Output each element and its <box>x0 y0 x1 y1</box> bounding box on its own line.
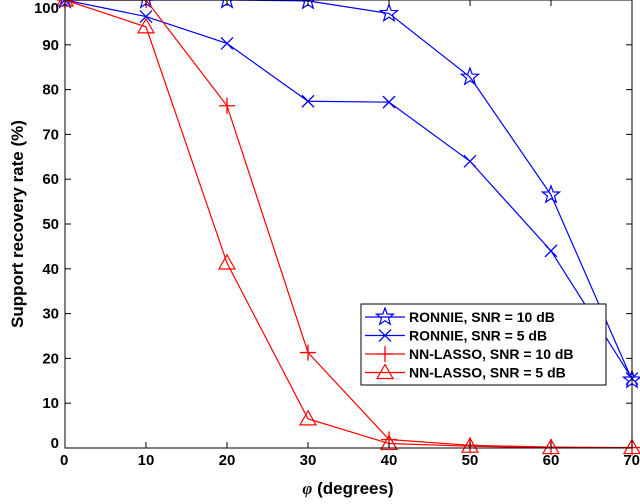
y-tick-label: 100 <box>34 0 59 17</box>
legend-marker-plus <box>377 346 393 362</box>
y-tick-label: 10 <box>42 395 59 412</box>
y-tick-label: 50 <box>42 216 59 233</box>
y-tick-label: 80 <box>42 82 59 99</box>
legend-marker-x <box>378 329 392 342</box>
x-axis-symbol: φ <box>302 479 312 498</box>
series-line <box>64 0 633 379</box>
legend: RONNIE, SNR = 10 dB RONNIE, SNR = 5 dB NN-… <box>360 303 607 386</box>
x-tick-label: 30 <box>300 452 317 469</box>
series-line <box>64 0 632 449</box>
x-tick-label: 10 <box>138 452 155 469</box>
data-point-x <box>463 154 477 168</box>
legend-entry: NN-LASSO, SNR = 10 dB <box>365 346 574 362</box>
x-tick-label: 50 <box>462 452 479 469</box>
data-point-x <box>139 10 153 24</box>
x-axis-title-text: (degrees) <box>312 479 393 498</box>
axis-ticks: 0 10 20 30 40 50 60 70 0 10 20 30 40 50 60 70 80 90 100 <box>34 0 640 469</box>
data-point-triangle <box>298 409 318 426</box>
y-tick-label: 20 <box>42 350 59 367</box>
x-tick-label: 20 <box>219 452 236 469</box>
legend-entry: RONNIE, SNR = 10 dB <box>365 306 555 326</box>
data-point-triangle <box>379 434 399 451</box>
legend-label: RONNIE, SNR = 10 dB <box>409 309 555 325</box>
data-point-triangle <box>541 438 561 455</box>
data-point-x <box>220 36 234 50</box>
legend-marker-star <box>374 306 396 326</box>
data-point-triangle <box>136 17 156 34</box>
y-axis-title: Support recovery rate (%) <box>8 120 27 328</box>
data-point-plus <box>219 97 235 114</box>
data-point-star <box>540 184 562 204</box>
data-point-x <box>544 244 558 258</box>
legend-label: NN-LASSO, SNR = 5 dB <box>409 365 566 381</box>
data-point-x <box>58 0 72 7</box>
data-point-x <box>301 94 315 108</box>
y-tick-label: 0 <box>51 435 59 452</box>
legend-label: NN-LASSO, SNR = 10 dB <box>409 346 574 362</box>
x-tick-label: 70 <box>623 452 640 469</box>
data-point-star <box>459 66 481 86</box>
y-tick-label: 60 <box>42 171 59 188</box>
y-tick-label: 70 <box>42 126 59 143</box>
legend-entry: RONNIE, SNR = 5 dB <box>365 328 547 344</box>
data-point-triangle <box>622 438 640 455</box>
series-line <box>65 0 633 381</box>
y-tick-label: 90 <box>42 37 59 54</box>
series-2 <box>58 0 639 386</box>
data-point-plus <box>300 344 316 361</box>
series-layer <box>55 0 640 456</box>
x-tick-label: 40 <box>381 452 398 469</box>
legend-marker-triangle <box>375 363 395 380</box>
data-point-star <box>378 2 400 23</box>
legend-label: RONNIE, SNR = 5 dB <box>409 328 547 344</box>
x-axis-title: φ (degrees) <box>302 479 393 498</box>
data-point-x <box>382 95 396 109</box>
y-tick-label: 40 <box>42 261 59 278</box>
x-tick-label: 0 <box>60 452 68 469</box>
data-point-triangle <box>460 436 480 453</box>
legend-entry: NN-LASSO, SNR = 5 dB <box>365 363 566 381</box>
x-tick-label: 60 <box>543 452 560 469</box>
data-point-triangle <box>217 253 237 270</box>
y-tick-label: 30 <box>42 306 59 323</box>
